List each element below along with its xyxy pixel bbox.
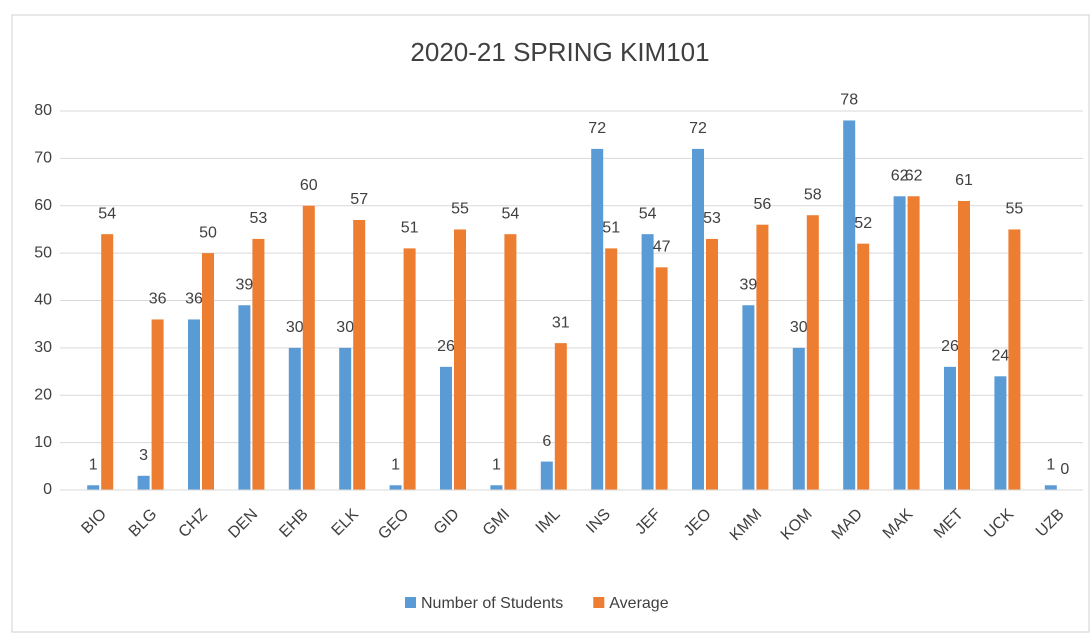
data-label: 56 xyxy=(754,196,772,213)
bar xyxy=(742,305,755,490)
data-label: 53 xyxy=(703,210,721,227)
bar xyxy=(151,319,164,490)
y-tick-label: 50 xyxy=(34,244,52,261)
bar xyxy=(907,196,920,490)
data-label: 54 xyxy=(98,205,116,222)
bar xyxy=(958,201,970,490)
bar xyxy=(944,366,956,490)
data-label: 51 xyxy=(401,220,419,237)
bar xyxy=(692,148,704,490)
legend-label: Number of Students xyxy=(421,595,563,612)
data-label: 30 xyxy=(790,319,808,336)
bar xyxy=(339,347,352,490)
bar xyxy=(857,243,870,490)
bar xyxy=(1008,229,1021,490)
bar xyxy=(641,234,654,490)
bar xyxy=(540,461,553,490)
data-label: 52 xyxy=(854,215,872,232)
data-label: 72 xyxy=(689,120,707,137)
bar xyxy=(454,229,466,490)
bar xyxy=(252,238,265,490)
bar xyxy=(389,485,402,490)
bar xyxy=(101,234,114,490)
data-label: 54 xyxy=(639,205,657,222)
y-tick-label: 30 xyxy=(34,339,52,356)
y-tick-label: 20 xyxy=(34,386,52,403)
y-tick-label: 60 xyxy=(34,197,52,214)
data-label: 60 xyxy=(300,177,318,194)
chart-title: 2020-21 SPRING KIM101 xyxy=(410,37,709,67)
data-label: 72 xyxy=(588,120,606,137)
data-label: 26 xyxy=(437,338,455,355)
legend-swatch xyxy=(405,597,416,608)
data-label: 31 xyxy=(552,314,570,331)
data-label: 39 xyxy=(236,276,254,293)
data-label: 78 xyxy=(840,92,858,109)
data-label: 57 xyxy=(350,191,368,208)
data-label: 51 xyxy=(602,220,620,237)
data-label: 61 xyxy=(955,172,973,189)
data-label: 62 xyxy=(905,167,923,184)
legend-swatch xyxy=(593,597,605,608)
y-tick-label: 0 xyxy=(43,481,52,498)
bar xyxy=(655,267,668,490)
bar xyxy=(605,248,618,490)
data-label: 54 xyxy=(502,205,520,222)
data-label: 6 xyxy=(542,433,551,450)
bar xyxy=(353,219,366,490)
data-label: 24 xyxy=(992,348,1010,365)
bar xyxy=(792,347,805,490)
data-label: 1 xyxy=(89,456,98,473)
bar xyxy=(591,148,604,490)
bar xyxy=(403,248,416,490)
bar xyxy=(893,196,906,490)
bar xyxy=(843,120,856,490)
bar xyxy=(440,366,452,490)
bar xyxy=(756,224,769,490)
data-label: 36 xyxy=(149,291,167,308)
bar xyxy=(302,205,315,490)
data-label: 0 xyxy=(1060,461,1069,478)
data-label: 30 xyxy=(286,319,304,336)
data-label: 26 xyxy=(941,338,959,355)
data-label: 58 xyxy=(804,186,822,203)
bar xyxy=(137,475,150,490)
bar xyxy=(706,238,718,490)
bar xyxy=(1044,485,1057,490)
chart-frame xyxy=(11,14,1090,633)
data-label: 53 xyxy=(250,210,268,227)
bar xyxy=(994,376,1007,490)
data-label: 50 xyxy=(199,224,217,241)
data-label: 36 xyxy=(185,291,203,308)
data-label: 39 xyxy=(740,276,758,293)
data-label: 55 xyxy=(451,201,469,218)
data-label: 30 xyxy=(336,319,354,336)
data-label: 55 xyxy=(1006,201,1024,218)
data-label: 3 xyxy=(139,447,148,464)
data-label: 62 xyxy=(891,167,909,184)
y-tick-label: 70 xyxy=(34,150,52,167)
y-tick-label: 40 xyxy=(34,292,52,309)
data-label: 1 xyxy=(391,456,400,473)
data-label: 1 xyxy=(1046,456,1055,473)
y-tick-label: 10 xyxy=(34,434,52,451)
data-label: 1 xyxy=(492,456,501,473)
y-tick-label: 80 xyxy=(34,102,52,119)
bar xyxy=(490,485,503,490)
bar xyxy=(554,343,567,490)
data-label: 47 xyxy=(653,239,671,256)
bar xyxy=(188,319,200,490)
bar xyxy=(238,305,251,490)
bar xyxy=(202,253,214,490)
bar xyxy=(288,347,301,490)
bar xyxy=(806,215,819,490)
bar xyxy=(504,234,517,490)
legend-label: Average xyxy=(609,595,668,612)
bar xyxy=(87,485,100,490)
